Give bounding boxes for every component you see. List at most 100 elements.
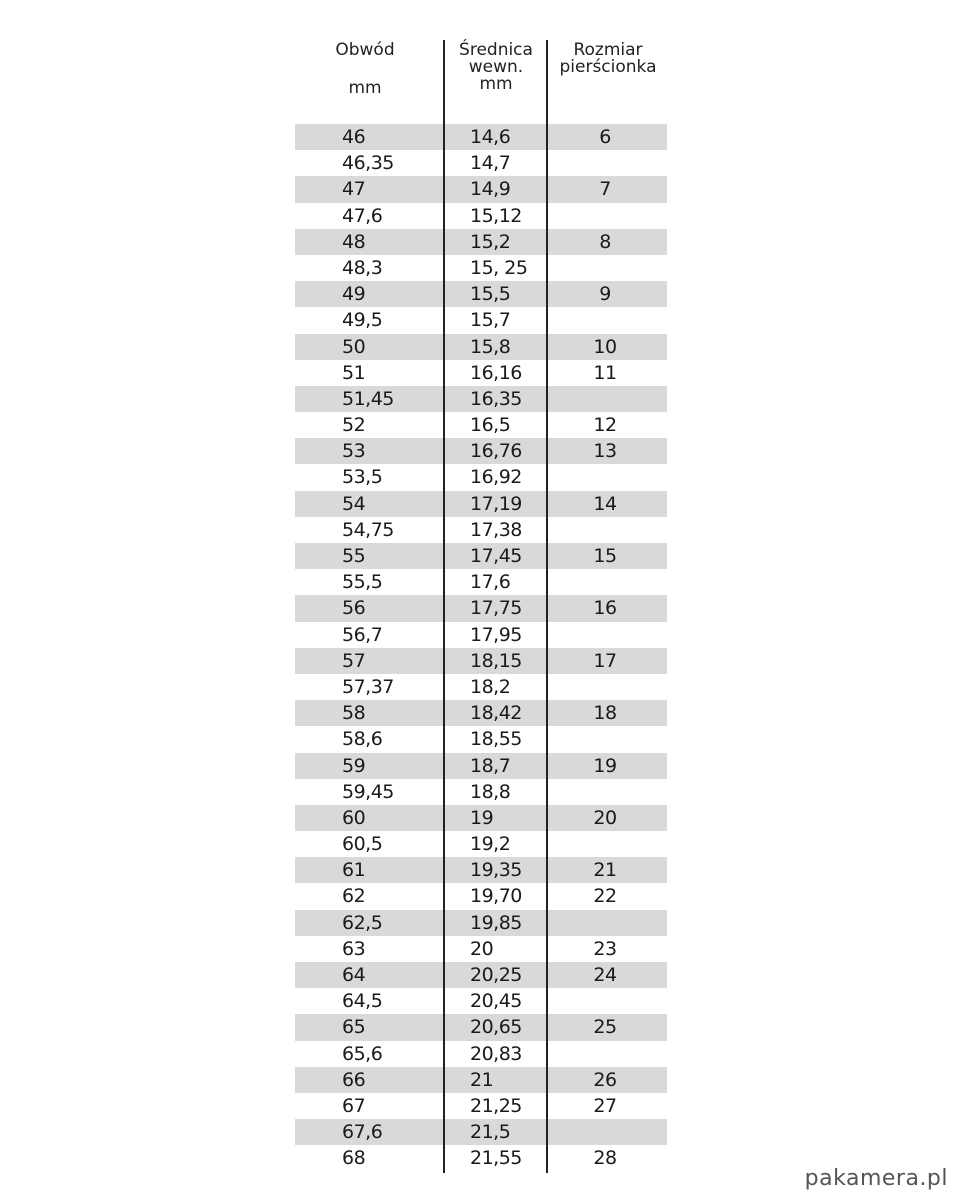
table-row: 64,5 20,45 — [295, 988, 667, 1014]
cell-circumference: 63 — [342, 937, 366, 960]
table-row: 62,5 19,85 — [295, 909, 667, 936]
cell-diameter: 18,8 — [470, 780, 511, 803]
cell-ring-size: 20 — [593, 806, 617, 829]
table-row: 55 17,45 15 — [295, 543, 667, 570]
cell-ring-size: 25 — [593, 1016, 617, 1039]
table-row: 53,5 16,92 — [295, 464, 667, 490]
cell-ring-size: 12 — [593, 414, 617, 437]
table-row: 68 21,55 28 — [295, 1145, 667, 1171]
cell-circumference: 68 — [342, 1147, 366, 1170]
cell-circumference: 53 — [342, 440, 366, 463]
cell-diameter: 16,76 — [470, 440, 522, 463]
cell-ring-size: 11 — [593, 361, 617, 384]
cell-circumference: 59 — [342, 754, 366, 777]
table-row: 59 18,7 19 — [295, 752, 667, 779]
table-row: 49,5 15,7 — [295, 307, 667, 333]
cell-diameter: 19,85 — [470, 911, 522, 934]
header-diameter-sub: wewn. — [468, 57, 524, 77]
cell-diameter: 17,95 — [470, 623, 522, 646]
header-ring-size-sub: pierścionka — [559, 57, 657, 77]
cell-ring-size: 27 — [593, 1094, 617, 1117]
cell-ring-size: 15 — [593, 545, 617, 567]
table-row: 63 20 23 — [295, 936, 667, 962]
header-ring-size: Rozmiar pierścionka — [546, 42, 670, 76]
cell-diameter: 18,15 — [470, 649, 522, 672]
table-row: 50 15,8 10 — [295, 333, 667, 360]
table-row: 47,6 15,12 — [295, 203, 667, 229]
cell-circumference: 51 — [342, 361, 366, 384]
cell-circumference: 48 — [342, 230, 366, 253]
table-row: 60 19 20 — [295, 804, 667, 832]
cell-ring-size: 7 — [599, 178, 611, 201]
table-row: 52 16,5 12 — [295, 412, 667, 438]
cell-diameter: 20,45 — [470, 990, 522, 1013]
table-row: 61 19,35 21 — [295, 857, 667, 884]
cell-diameter: 21,5 — [470, 1121, 511, 1144]
table-row: 47 14,9 7 — [295, 176, 667, 203]
cell-circumference: 49,5 — [342, 309, 383, 332]
table-row: 56,7 17,95 — [295, 622, 667, 648]
cell-circumference: 52 — [342, 414, 366, 437]
cell-diameter: 17,19 — [470, 492, 522, 515]
cell-diameter: 19,70 — [470, 885, 522, 908]
cell-ring-size: 17 — [593, 649, 617, 672]
cell-diameter: 17,38 — [470, 518, 522, 541]
table-row: 67 21,25 27 — [295, 1093, 667, 1119]
table-row: 67,6 21,5 — [295, 1119, 667, 1146]
table-row: 65,6 20,83 — [295, 1041, 667, 1067]
cell-circumference: 59,45 — [342, 780, 394, 803]
cell-diameter: 20,83 — [470, 1042, 522, 1065]
table-row: 46,35 14,7 — [295, 150, 667, 176]
header-diameter-unit: mm — [479, 74, 513, 94]
cell-diameter: 16,35 — [470, 387, 522, 410]
cell-circumference: 64,5 — [342, 990, 383, 1013]
cell-diameter: 15,2 — [470, 230, 511, 253]
cell-ring-size: 8 — [599, 230, 611, 253]
cell-circumference: 47,6 — [342, 204, 383, 227]
cell-ring-size: 21 — [593, 859, 617, 882]
table-row: 49 15,5 9 — [295, 281, 667, 308]
cell-circumference: 49 — [342, 283, 366, 306]
cell-circumference: 57 — [342, 649, 366, 672]
cell-circumference: 60 — [342, 806, 366, 829]
cell-diameter: 16,92 — [470, 466, 522, 489]
cell-ring-size: 24 — [593, 964, 617, 986]
table-row: 55,5 17,6 — [295, 569, 667, 595]
header-ring-size-label: Rozmiar — [573, 40, 643, 60]
cell-circumference: 46,35 — [342, 152, 394, 175]
cell-ring-size: 10 — [593, 335, 617, 358]
table-row: 64 20,25 24 — [295, 962, 667, 989]
column-divider — [443, 40, 445, 1173]
table-row: 51,45 16,35 — [295, 385, 667, 413]
cell-diameter: 14,6 — [470, 126, 511, 148]
cell-diameter: 14,7 — [470, 152, 511, 175]
cell-diameter: 19 — [470, 806, 494, 829]
table-row: 58,6 18,55 — [295, 726, 667, 752]
cell-circumference: 47 — [342, 178, 366, 201]
table-row: 57 18,15 17 — [295, 647, 667, 674]
table-row: 59,45 18,8 — [295, 779, 667, 805]
cell-diameter: 16,16 — [470, 361, 522, 384]
cell-diameter: 18,7 — [470, 754, 511, 777]
header-diameter-label: Średnica — [459, 40, 533, 60]
cell-diameter: 15,7 — [470, 309, 511, 332]
cell-diameter: 19,2 — [470, 833, 511, 856]
table-row: 48 15,2 8 — [295, 228, 667, 255]
cell-diameter: 21,25 — [470, 1094, 522, 1117]
cell-diameter: 15, 25 — [470, 256, 528, 279]
cell-diameter: 14,9 — [470, 178, 511, 201]
cell-circumference: 67,6 — [342, 1121, 383, 1144]
table-row: 60,5 19,2 — [295, 831, 667, 857]
table-row: 57,37 18,2 — [295, 674, 667, 700]
table-row: 65 20,65 25 — [295, 1014, 667, 1041]
cell-circumference: 65 — [342, 1016, 366, 1039]
cell-diameter: 20 — [470, 937, 494, 960]
cell-ring-size: 13 — [593, 440, 617, 463]
size-table: 46 14,6 6 46,35 14,7 47 14,9 7 47,6 15,12 48 15,2 8 4… — [295, 124, 667, 1172]
cell-ring-size: 28 — [593, 1147, 617, 1170]
cell-circumference: 56 — [342, 597, 366, 620]
cell-diameter: 18,42 — [470, 702, 522, 725]
table-row: 66 21 26 — [295, 1066, 667, 1093]
header-circumference: Obwód mm — [310, 42, 420, 97]
cell-circumference: 64 — [342, 964, 366, 986]
